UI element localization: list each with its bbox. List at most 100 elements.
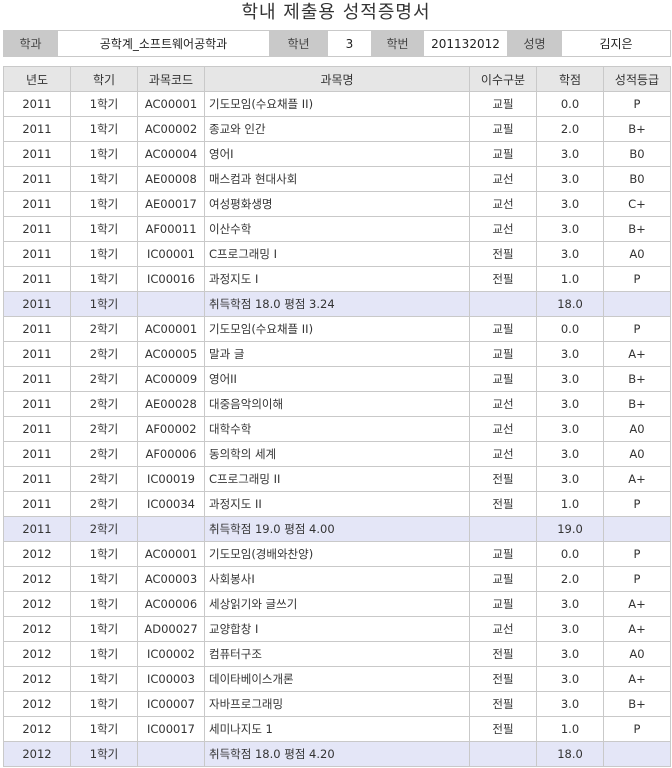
table-row: 2011 2학기 AC00009 영어II 교필 3.0 B+ bbox=[3, 366, 671, 392]
cell-course-code: AC00001 bbox=[137, 541, 205, 567]
cell-term: 2학기 bbox=[70, 491, 138, 517]
cell-year: 2011 bbox=[3, 516, 71, 542]
cell-course-name: 취득학점 18.0 평점 3.24 bbox=[204, 291, 470, 317]
cell-credit: 3.0 bbox=[536, 416, 604, 442]
cell-course-type: 교선 bbox=[469, 216, 537, 242]
cell-course-name: 컴퓨터구조 bbox=[204, 641, 470, 667]
cell-course-type: 전필 bbox=[469, 266, 537, 292]
cell-term: 1학기 bbox=[70, 241, 138, 267]
cell-course-name: 교양합창 I bbox=[204, 616, 470, 642]
cell-credit: 1.0 bbox=[536, 266, 604, 292]
cell-year: 2012 bbox=[3, 566, 71, 592]
cell-course-name: 대학수학 bbox=[204, 416, 470, 442]
cell-term: 1학기 bbox=[70, 741, 138, 767]
table-row: 2011 2학기 AC00001 기도모임(수요채플 II) 교필 0.0 P bbox=[3, 316, 671, 342]
cell-course-type: 교필 bbox=[469, 316, 537, 342]
cell-course-name: 여성평화생명 bbox=[204, 191, 470, 217]
cell-grade: P bbox=[603, 491, 671, 517]
table-row: 2011 1학기 IC00016 과정지도 I 전필 1.0 P bbox=[3, 266, 671, 292]
cell-term: 1학기 bbox=[70, 141, 138, 167]
cell-credit: 3.0 bbox=[536, 466, 604, 492]
cell-course-code: IC00034 bbox=[137, 491, 205, 517]
cell-year: 2011 bbox=[3, 141, 71, 167]
cell-course-type: 교필 bbox=[469, 341, 537, 367]
cell-credit: 3.0 bbox=[536, 616, 604, 642]
cell-course-type: 교필 bbox=[469, 141, 537, 167]
cell-term: 1학기 bbox=[70, 541, 138, 567]
cell-course-code: AC00006 bbox=[137, 591, 205, 617]
cell-course-code: AC00002 bbox=[137, 116, 205, 142]
cell-year: 2011 bbox=[3, 341, 71, 367]
cell-grade: P bbox=[603, 541, 671, 567]
student-id-value: 201132012 bbox=[423, 30, 508, 57]
cell-year: 2011 bbox=[3, 291, 71, 317]
cell-year: 2011 bbox=[3, 91, 71, 117]
cell-term: 2학기 bbox=[70, 316, 138, 342]
cell-year: 2011 bbox=[3, 191, 71, 217]
cell-term: 1학기 bbox=[70, 91, 138, 117]
cell-term: 1학기 bbox=[70, 291, 138, 317]
cell-year: 2011 bbox=[3, 366, 71, 392]
cell-course-type bbox=[469, 516, 537, 542]
cell-credit: 3.0 bbox=[536, 641, 604, 667]
student-name-value: 김지은 bbox=[561, 30, 671, 57]
cell-credit: 19.0 bbox=[536, 516, 604, 542]
cell-credit: 3.0 bbox=[536, 341, 604, 367]
table-row: 2012 1학기 AC00003 사회봉사I 교필 2.0 P bbox=[3, 566, 671, 592]
cell-course-name: 기도모임(수요채플 II) bbox=[204, 91, 470, 117]
cell-year: 2011 bbox=[3, 116, 71, 142]
cell-course-name: 취득학점 19.0 평점 4.00 bbox=[204, 516, 470, 542]
cell-course-type: 교선 bbox=[469, 416, 537, 442]
cell-course-name: 종교와 인간 bbox=[204, 116, 470, 142]
cell-course-code: AC00003 bbox=[137, 566, 205, 592]
year-label: 학년 bbox=[269, 30, 328, 57]
cell-course-type: 전필 bbox=[469, 666, 537, 692]
table-row: 2011 2학기 AC00005 말과 글 교필 3.0 A+ bbox=[3, 341, 671, 367]
cell-course-type: 전필 bbox=[469, 716, 537, 742]
table-row: 2011 1학기 AE00008 매스컴과 현대사회 교선 3.0 B0 bbox=[3, 166, 671, 192]
cell-grade: A0 bbox=[603, 441, 671, 467]
table-row: 2012 1학기 IC00002 컴퓨터구조 전필 3.0 A0 bbox=[3, 641, 671, 667]
table-row: 2012 1학기 AC00006 세상읽기와 글쓰기 교필 3.0 A+ bbox=[3, 591, 671, 617]
cell-grade: B+ bbox=[603, 691, 671, 717]
table-row: 2011 1학기 AF00011 이산수학 교선 3.0 B+ bbox=[3, 216, 671, 242]
cell-credit: 3.0 bbox=[536, 666, 604, 692]
grades-table: 년도 학기 과목코드 과목명 이수구분 학점 성적등급 2011 1학기 AC000… bbox=[3, 66, 671, 767]
grades-header-row: 년도 학기 과목코드 과목명 이수구분 학점 성적등급 bbox=[3, 66, 671, 92]
cell-term: 1학기 bbox=[70, 566, 138, 592]
table-row: 2011 1학기 AC00001 기도모임(수요채플 II) 교필 0.0 P bbox=[3, 91, 671, 117]
cell-year: 2012 bbox=[3, 741, 71, 767]
cell-course-type: 교필 bbox=[469, 366, 537, 392]
cell-grade: A+ bbox=[603, 341, 671, 367]
cell-credit: 1.0 bbox=[536, 491, 604, 517]
cell-term: 1학기 bbox=[70, 216, 138, 242]
cell-year: 2011 bbox=[3, 466, 71, 492]
cell-credit: 18.0 bbox=[536, 291, 604, 317]
cell-grade: B+ bbox=[603, 391, 671, 417]
table-row: 2012 1학기 AD00027 교양합창 I 교선 3.0 A+ bbox=[3, 616, 671, 642]
cell-course-type: 전필 bbox=[469, 641, 537, 667]
cell-course-name: 세미나지도 1 bbox=[204, 716, 470, 742]
cell-credit: 2.0 bbox=[536, 116, 604, 142]
cell-term: 1학기 bbox=[70, 691, 138, 717]
table-row: 2011 2학기 AF00006 동의학의 세계 교선 3.0 A0 bbox=[3, 441, 671, 467]
cell-year: 2011 bbox=[3, 166, 71, 192]
cell-credit: 3.0 bbox=[536, 441, 604, 467]
cell-credit: 2.0 bbox=[536, 566, 604, 592]
cell-grade: B0 bbox=[603, 141, 671, 167]
cell-year: 2012 bbox=[3, 541, 71, 567]
cell-year: 2012 bbox=[3, 691, 71, 717]
cell-term: 2학기 bbox=[70, 391, 138, 417]
cell-course-name: 동의학의 세계 bbox=[204, 441, 470, 467]
cell-term: 1학기 bbox=[70, 116, 138, 142]
cell-course-code: IC00019 bbox=[137, 466, 205, 492]
cell-course-code: IC00001 bbox=[137, 241, 205, 267]
cell-course-name: 기도모임(수요채플 II) bbox=[204, 316, 470, 342]
cell-grade: A+ bbox=[603, 591, 671, 617]
cell-course-type: 교선 bbox=[469, 166, 537, 192]
cell-grade: A+ bbox=[603, 466, 671, 492]
cell-grade: P bbox=[603, 566, 671, 592]
cell-credit: 0.0 bbox=[536, 91, 604, 117]
table-row: 2011 2학기 IC00034 과정지도 II 전필 1.0 P bbox=[3, 491, 671, 517]
cell-credit: 0.0 bbox=[536, 316, 604, 342]
